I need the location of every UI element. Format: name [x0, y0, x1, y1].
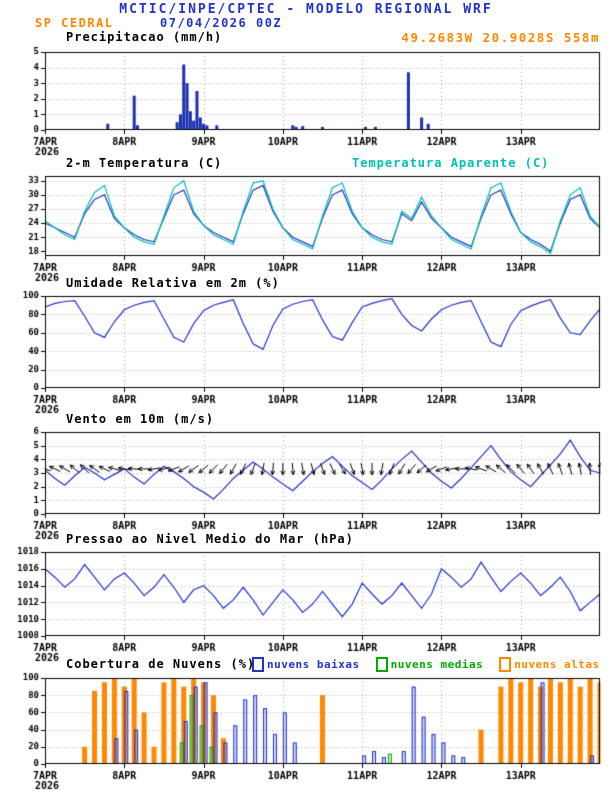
temperature-chart [0, 170, 612, 284]
low-cloud-legend-box-icon [252, 657, 264, 672]
pressure-panel-title: Pressao ao Nivel Medio do Mar (hPa) [66, 532, 354, 546]
precip-chart [0, 46, 612, 158]
run-datetime: 07/04/2026 00Z [160, 16, 283, 30]
pressure-chart [0, 546, 612, 664]
humidity-chart [0, 290, 612, 416]
temp-panel-title: 2-m Temperatura (C) [66, 156, 223, 170]
apparent-temp-title: Temperatura Aparente (C) [352, 156, 550, 170]
legend-nuvens-altas: nuvens altas [499, 657, 599, 672]
station-label: SP CEDRAL [35, 16, 114, 30]
coords-label: 49.2683W 20.9028S 558m [401, 30, 600, 45]
legend-label-low: nuvens baixas [267, 658, 360, 671]
wind-chart [0, 426, 612, 542]
cloud-legend: nuvens baixas nuvens medias nuvens altas [252, 657, 600, 672]
wind-panel-title: Vento em 10m (m/s) [66, 412, 215, 426]
mid-cloud-legend-box-icon [375, 657, 388, 672]
high-cloud-legend-box-icon [499, 657, 512, 672]
cloud-cover-chart [0, 672, 612, 792]
legend-label-high: nuvens altas [514, 658, 600, 671]
humidity-panel-title: Umidade Relativa em 2m (%) [66, 276, 280, 290]
legend-nuvens-medias: nuvens medias [375, 657, 484, 672]
clouds-panel-title: Cobertura de Nuvens (%) [66, 657, 256, 671]
legend-nuvens-baixas: nuvens baixas [252, 657, 360, 672]
legend-label-mid: nuvens medias [390, 658, 484, 671]
precip-panel-title: Precipitacao (mm/h) [66, 30, 223, 44]
page-title: MCTIC/INPE/CPTEC - MODELO REGIONAL WRF [119, 2, 493, 17]
